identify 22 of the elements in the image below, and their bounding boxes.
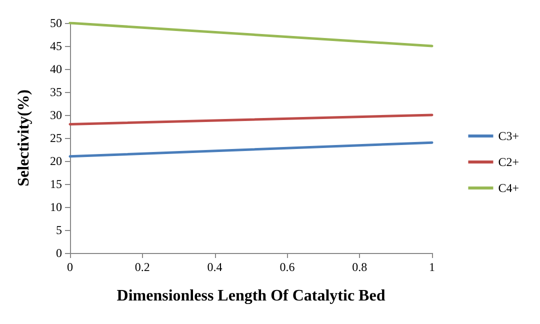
x-tick-label: 0 xyxy=(67,260,73,274)
x-tick-label: 0.4 xyxy=(207,260,222,274)
legend-label: C2+ xyxy=(498,155,520,169)
y-tick-label: 30 xyxy=(50,108,62,122)
y-tick-label: 45 xyxy=(50,39,62,53)
y-tick-label: 10 xyxy=(50,200,62,214)
y-tick-label: 25 xyxy=(50,131,62,145)
y-tick-label: 0 xyxy=(56,246,62,260)
x-tick-label: 0.2 xyxy=(134,260,150,274)
y-tick-label: 20 xyxy=(50,154,62,168)
x-axis-title: Dimensionless Length Of Catalytic Bed xyxy=(116,288,386,304)
x-tick-label: 0.6 xyxy=(280,260,295,274)
legend-label: C3+ xyxy=(498,129,520,143)
legend-label: C4+ xyxy=(498,181,520,195)
y-tick-label: 40 xyxy=(50,62,62,76)
y-tick-label: 50 xyxy=(50,16,62,30)
y-tick-label: 35 xyxy=(50,85,62,99)
y-tick-label: 5 xyxy=(56,223,62,237)
y-tick-label: 15 xyxy=(50,177,62,191)
y-axis-title: Selectivity(%) xyxy=(16,90,32,186)
x-tick-label: 0.8 xyxy=(352,260,368,274)
x-tick-label: 1 xyxy=(429,260,435,274)
